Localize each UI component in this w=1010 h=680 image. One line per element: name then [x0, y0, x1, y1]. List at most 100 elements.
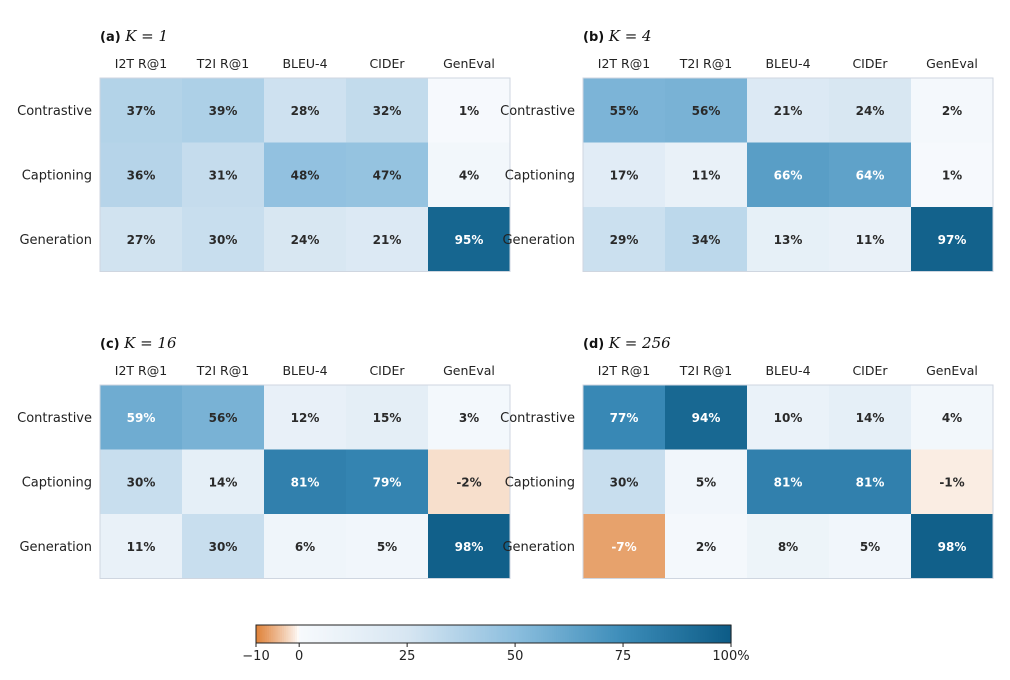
colorbar-segment — [636, 625, 639, 643]
panel-title: (b) K = 4 — [583, 27, 652, 45]
colorbar-segment — [657, 625, 661, 643]
colorbar-segment — [571, 625, 574, 643]
cell-value-label: 21% — [373, 233, 402, 247]
column-header: T2I R@1 — [679, 363, 732, 378]
heatmap-cell — [182, 78, 264, 143]
colorbar-segment — [430, 625, 434, 643]
colorbar-segment — [705, 625, 708, 643]
colorbar-tick-label: 100% — [712, 649, 749, 664]
colorbar-segment — [702, 625, 706, 643]
row-label: Captioning — [505, 475, 575, 490]
column-header: GenEval — [443, 363, 495, 378]
colorbar-segment — [715, 625, 719, 643]
colorbar-segment — [411, 625, 415, 643]
colorbar-segment — [607, 625, 611, 643]
colorbar-segment — [379, 625, 382, 643]
heatmap-cell — [346, 514, 428, 579]
cell-value-label: 24% — [291, 233, 320, 247]
cell-value-label: 98% — [938, 540, 967, 554]
heatmap-cell — [665, 385, 747, 450]
colorbar-segment — [599, 625, 603, 643]
colorbar-segment — [573, 625, 577, 643]
colorbar-segment — [625, 625, 628, 643]
colorbar-segment — [549, 625, 553, 643]
heatmap-cell — [747, 449, 829, 514]
cell-value-label: 11% — [856, 233, 885, 247]
row-label: Contrastive — [500, 411, 575, 426]
colorbar-segment — [670, 625, 674, 643]
colorbar-segment — [489, 625, 492, 643]
colorbar-segment — [499, 625, 503, 643]
heatmap-cell — [911, 385, 993, 450]
colorbar-segment — [467, 625, 471, 643]
colorbar-segment — [331, 625, 335, 643]
colorbar-segment — [517, 625, 521, 643]
cell-value-label: 95% — [455, 233, 484, 247]
heatmap-cell — [100, 142, 182, 207]
colorbar-segment — [536, 625, 540, 643]
colorbar-segment — [620, 625, 624, 643]
heatmap-cell — [428, 385, 510, 450]
cell-value-label: 30% — [610, 475, 639, 489]
panel-border — [582, 384, 994, 579]
colorbar-segment — [582, 625, 585, 643]
colorbar-tick-label: −10 — [242, 649, 269, 664]
column-header: CIDEr — [369, 56, 405, 71]
cell-value-label: 30% — [127, 475, 156, 489]
row-label: Captioning — [505, 168, 575, 183]
column-header: BLEU-4 — [765, 363, 810, 378]
colorbar-segment — [361, 625, 365, 643]
heatmap-cell — [829, 78, 911, 143]
colorbar-segment — [402, 625, 406, 643]
colorbar-segment — [679, 625, 682, 643]
panel-title: (d) K = 256 — [583, 334, 671, 352]
cell-value-label: 5% — [696, 475, 716, 489]
colorbar-segment — [478, 625, 482, 643]
colorbar-segment — [400, 625, 404, 643]
cell-value-label: 34% — [692, 233, 721, 247]
colorbar-segment — [333, 625, 337, 643]
colorbar-segment — [357, 625, 361, 643]
colorbar-segment — [547, 625, 551, 643]
cell-value-label: 4% — [942, 411, 962, 425]
colorbar-segment — [279, 625, 283, 643]
cell-value-label: 56% — [692, 104, 721, 118]
panel-tag: (c) — [100, 337, 124, 352]
colorbar-segment — [638, 625, 641, 643]
colorbar-segment — [433, 625, 436, 643]
colorbar-segment — [640, 625, 644, 643]
colorbar-segment — [301, 625, 305, 643]
row-label: Generation — [502, 233, 575, 248]
row-label: Generation — [19, 233, 92, 248]
colorbar-segment — [672, 625, 676, 643]
heatmap-cell — [665, 207, 747, 272]
cell-value-label: 31% — [209, 168, 238, 182]
colorbar-segment — [502, 625, 505, 643]
colorbar-tick-label: 25 — [399, 649, 416, 664]
colorbar-segment — [374, 625, 378, 643]
colorbar-segment — [681, 625, 685, 643]
heatmap-cell — [747, 142, 829, 207]
colorbar-segment — [504, 625, 508, 643]
colorbar-segment — [588, 625, 592, 643]
colorbar-segment — [448, 625, 451, 643]
cell-value-label: 98% — [455, 540, 484, 554]
colorbar-segment — [297, 625, 300, 643]
heatmap-cell — [583, 385, 665, 450]
cell-value-label: 37% — [127, 104, 156, 118]
column-header: CIDEr — [852, 363, 888, 378]
colorbar-segment — [346, 625, 350, 643]
heatmap-cell — [583, 207, 665, 272]
row-label: Contrastive — [500, 104, 575, 119]
column-header: T2I R@1 — [196, 56, 249, 71]
colorbar-segment — [294, 625, 298, 643]
colorbar-segment — [353, 625, 356, 643]
colorbar-segment — [653, 625, 657, 643]
colorbar-segment — [484, 625, 488, 643]
colorbar-segment — [605, 625, 609, 643]
colorbar-segment — [564, 625, 568, 643]
colorbar-segment — [623, 625, 626, 643]
colorbar-segment — [722, 625, 726, 643]
colorbar-segment — [694, 625, 698, 643]
colorbar-segment — [720, 625, 723, 643]
